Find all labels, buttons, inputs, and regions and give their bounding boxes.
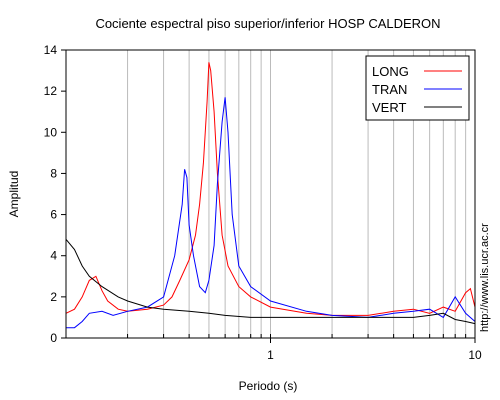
series-group: [65, 62, 476, 329]
y-tick-label: 14: [44, 43, 58, 57]
x-tick-label: 10: [468, 348, 482, 362]
chart-title: Cociente espectral piso superior/inferio…: [95, 16, 440, 31]
series-line-tran: [66, 97, 476, 329]
legend-label-tran: TRAN: [372, 82, 407, 97]
ticks: 0 2 4 6 8 10 12 14 1 10: [44, 43, 482, 362]
legend-label-vert: VERT: [372, 100, 406, 115]
y-axis-label: Amplitud: [7, 171, 21, 218]
y-tick-label: 4: [50, 249, 57, 263]
series-line-vert: [65, 238, 476, 325]
y-tick-label: 6: [50, 208, 57, 222]
legend-label-long: LONG: [372, 64, 409, 79]
x-tick-label: 1: [267, 348, 274, 362]
x-axis-label: Periodo (s): [239, 379, 298, 393]
y-tick-label: 12: [44, 84, 58, 98]
y-tick-label: 0: [50, 331, 57, 345]
y-tick-label: 10: [44, 125, 58, 139]
series-line-long: [65, 62, 476, 316]
legend-box: [365, 55, 470, 121]
legend: LONG TRAN VERT: [365, 55, 470, 121]
y-tick-label: 8: [50, 166, 57, 180]
y-tick-label: 2: [50, 290, 57, 304]
side-note-url: http://www.lis.ucr.ac.cr: [479, 223, 491, 332]
